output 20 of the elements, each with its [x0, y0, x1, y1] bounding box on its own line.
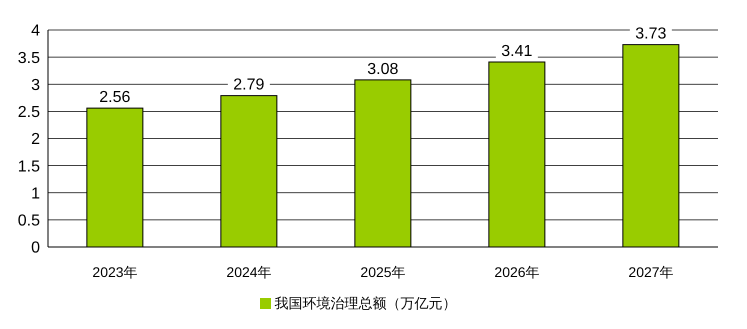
x-tick-label: 2026年	[494, 264, 540, 280]
data-label: 3.08	[367, 60, 399, 78]
y-tick-label: 2.5	[18, 104, 40, 122]
y-tick-label: 0	[31, 240, 40, 257]
data-label: 3.73	[635, 26, 667, 43]
y-tick-label: 2	[31, 131, 40, 148]
data-label: 3.41	[501, 43, 533, 60]
x-tick-label: 2024年	[226, 264, 272, 280]
y-tick-label: 3	[31, 76, 40, 94]
y-tick-label: 4	[31, 22, 40, 40]
y-tick-label: 1.5	[18, 158, 40, 176]
y-tick-label: 1	[31, 185, 40, 202]
x-tick-label: 2025年	[360, 264, 406, 280]
y-tick-label: 3.5	[18, 50, 40, 67]
legend-label: 我国环境治理总额（万亿元）	[274, 295, 456, 311]
data-label: 2.79	[233, 76, 265, 94]
x-tick-label: 2023年	[92, 264, 138, 280]
x-tick-label: 2027年	[628, 264, 674, 280]
y-tick-label: 0.5	[18, 212, 40, 230]
data-label: 2.56	[99, 89, 131, 106]
